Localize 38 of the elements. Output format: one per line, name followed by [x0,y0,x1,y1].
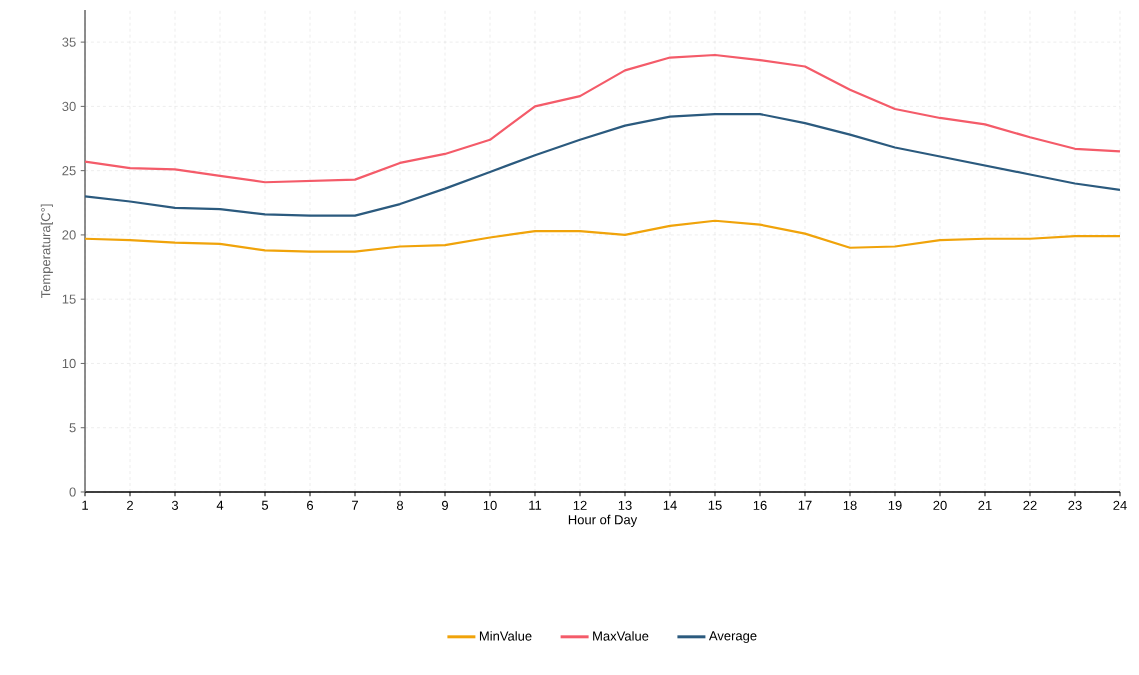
x-tick-label: 23 [1068,500,1082,510]
y-tick-label: 35 [62,37,76,47]
x-tick-label: 13 [618,500,632,510]
y-tick-label: 30 [62,101,76,111]
y-tick-label: 15 [62,294,76,304]
x-tick-label: 3 [171,500,179,510]
x-tick-label: 18 [843,500,857,510]
y-tick-label: 5 [69,423,76,433]
x-tick-label: 20 [933,500,947,510]
x-tick-label: 12 [573,500,587,510]
y-tick-label: 0 [69,487,76,497]
x-tick-label: 8 [396,500,404,510]
x-axis-title: Hour of Day [568,514,638,527]
line-series [85,219,1120,253]
x-tick-label: 14 [663,500,677,510]
x-tick-label: 15 [708,500,722,510]
x-tick-label: 21 [978,500,992,510]
x-tick-label: 22 [1023,500,1037,510]
x-tick-label: 11 [529,500,542,510]
x-tick-label: 6 [307,500,314,510]
x-tick-label: 10 [483,500,497,510]
x-tick-label: 5 [261,500,269,510]
legend-label: MaxValue [593,631,649,641]
x-tick-label: 17 [798,500,812,510]
y-tick-label: 10 [62,358,76,369]
x-tick-label: 24 [1113,500,1127,510]
x-tick-label: 9 [442,500,448,510]
legend-label: Average [708,631,757,644]
x-tick-label: 4 [216,500,224,510]
x-tick-label: 2 [127,500,133,510]
x-tick-label: 16 [753,500,767,510]
legend-label: MinValue [479,631,532,641]
x-tick-label: 7 [352,500,358,510]
y-tick-label: 20 [62,230,76,240]
y-tick-label: 25 [62,166,76,176]
x-tick-label: 19 [888,500,902,510]
x-tick-label: 1 [82,500,88,510]
y-axis-title: Temperatura[C°] [40,204,53,299]
